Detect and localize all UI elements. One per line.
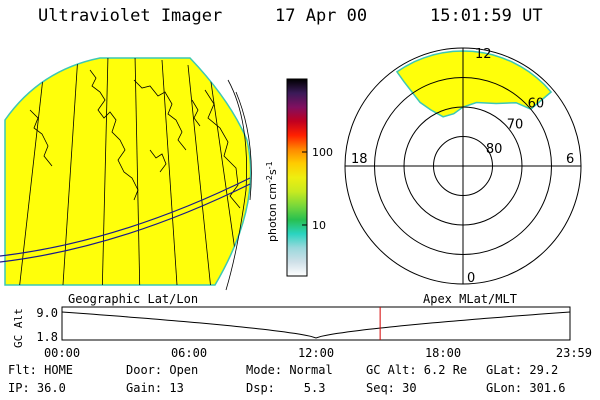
polar-plot: 12 6 18 0 60 70 80 bbox=[344, 47, 582, 286]
meridian-line bbox=[61, 58, 79, 285]
info-glon: GLon: 301.6 bbox=[486, 381, 566, 395]
info-gain: Gain: 13 bbox=[126, 381, 184, 395]
lat-label-80: 80 bbox=[486, 142, 503, 157]
gc-alt-axis-label: GC Alt bbox=[12, 308, 25, 348]
x-tick-label: 06:00 bbox=[171, 346, 207, 360]
colorbar-tick-label: 10 bbox=[312, 219, 326, 232]
coastline bbox=[204, 89, 241, 209]
info-mode: Mode: Normal bbox=[246, 363, 333, 377]
info-dsp: Dsp: 5.3 bbox=[246, 381, 326, 395]
info-ip: IP: 36.0 bbox=[8, 381, 66, 395]
x-tick-label: 00:00 bbox=[44, 346, 80, 360]
geographic-label: Geographic Lat/Lon bbox=[68, 292, 198, 306]
time-label: 15:01:59 UT bbox=[430, 6, 543, 26]
mlt-label-12: 12 bbox=[475, 47, 492, 62]
altitude-timeline: Geographic Lat/Lon Apex MLat/MLT GC Alt … bbox=[12, 292, 592, 360]
x-tick-label: 12:00 bbox=[298, 346, 334, 360]
info-glat: GLat: 29.2 bbox=[486, 363, 559, 377]
mlt-label-6: 6 bbox=[566, 152, 574, 167]
orbit-track bbox=[0, 183, 251, 263]
x-tick-label: 23:59 bbox=[556, 346, 592, 360]
colorbar-tick-label: 100 bbox=[312, 146, 333, 159]
app-title: Ultraviolet Imager bbox=[38, 6, 223, 26]
meridian-line bbox=[134, 58, 141, 285]
meridian-line bbox=[101, 58, 109, 285]
colorbar-unit-label: photon cm-2s-1 bbox=[265, 161, 279, 242]
info-door: Door: Open bbox=[126, 363, 199, 377]
mlt-label-0: 0 bbox=[467, 271, 475, 286]
meridian-line bbox=[187, 64, 213, 285]
coastline bbox=[133, 79, 187, 151]
geographic-map bbox=[0, 57, 252, 291]
colorbar: 100 10 photon cm-2s-1 bbox=[265, 78, 333, 277]
coastline bbox=[191, 99, 201, 127]
info-seq: Seq: 30 bbox=[366, 381, 417, 395]
apex-label: Apex MLat/MLT bbox=[423, 292, 517, 306]
lat-label-60: 60 bbox=[528, 96, 545, 111]
earth-disk bbox=[4, 57, 252, 286]
limb-line bbox=[235, 91, 252, 201]
auroral-region bbox=[395, 50, 553, 118]
coastline bbox=[149, 149, 167, 173]
mlt-label-18: 18 bbox=[351, 152, 368, 167]
coastline bbox=[29, 109, 53, 167]
meridian-line bbox=[161, 59, 179, 285]
coastline bbox=[89, 69, 139, 201]
lat-label-70: 70 bbox=[507, 117, 524, 132]
colorbar-gradient bbox=[286, 78, 308, 277]
y-tick-9: 9.0 bbox=[36, 306, 58, 320]
orbit-track bbox=[0, 177, 251, 257]
altitude-curve bbox=[61, 311, 571, 339]
meridian-line bbox=[17, 59, 46, 285]
x-tick-label: 18:00 bbox=[425, 346, 461, 360]
timeline-plot-area bbox=[61, 306, 571, 341]
date-label: 17 Apr 00 bbox=[275, 6, 368, 26]
info-flight: Flt: HOME bbox=[8, 363, 74, 377]
info-gc-alt: GC Alt: 6.2 Re bbox=[366, 363, 468, 377]
limb-line bbox=[225, 79, 247, 291]
y-tick-1.8: 1.8 bbox=[36, 330, 58, 344]
